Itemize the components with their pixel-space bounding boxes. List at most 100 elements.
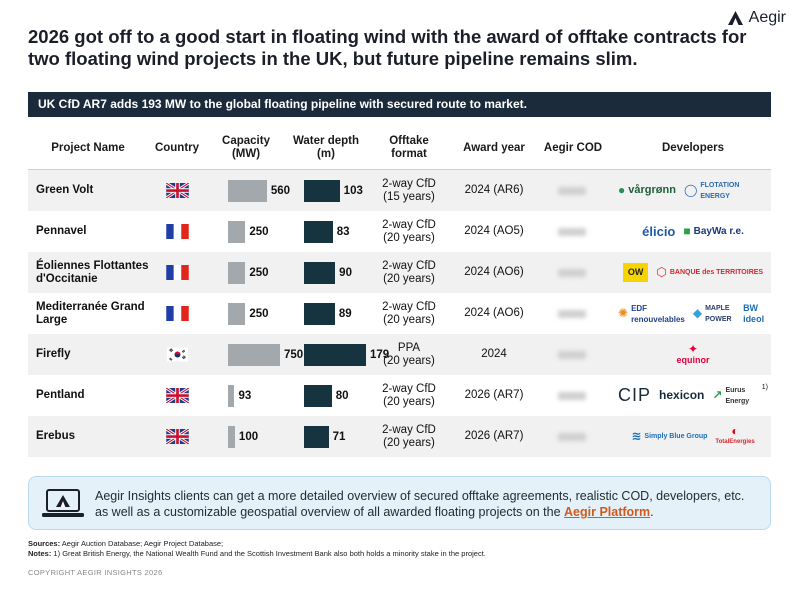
table-row: Firefly 750 179 PPA (20 years) 2024 ✦ equinor	[28, 334, 771, 375]
developer-name: BW ideol	[743, 302, 765, 324]
totalenergies-logo: ◐ TotalEnergies	[715, 425, 754, 448]
award-year: 2026 (AR7)	[464, 389, 524, 401]
offtake-format: 2-way CfD (20 years)	[382, 218, 436, 244]
project-name: Green Volt	[36, 184, 94, 196]
developer-name: élicio	[642, 224, 676, 239]
notes-marker: 1)	[51, 549, 61, 558]
depth-bar	[304, 303, 335, 325]
capacity-bar	[228, 180, 267, 202]
laptop-icon	[42, 489, 84, 517]
table-row: Éoliennes Flottantes d'Occitanie 250 90 2-w…	[28, 252, 771, 293]
project-name: Pentland	[36, 389, 85, 401]
project-name: Éoliennes Flottantes d'Occitanie	[36, 259, 149, 285]
banque-des-territoires-logo: ⬡ BANQUE des TERRITOIRES	[656, 265, 764, 279]
table-row: Mediterranée Grand Large 250 89 2-way CfD (…	[28, 293, 771, 334]
header-project: Project Name	[51, 141, 125, 154]
aegir-cod-redacted	[546, 375, 598, 416]
developer-name: MAPLE POWER	[705, 304, 732, 323]
maple-power-logo: ◆ MAPLE POWER	[693, 303, 735, 325]
france-flag-icon	[166, 265, 189, 280]
table-row: Pennavel 250 83 2-way CfD (20 years) 2024 (A…	[28, 211, 771, 252]
uk-flag-icon	[166, 183, 189, 198]
simply-blue-group-logo: ≋ Simply Blue Group	[631, 429, 708, 443]
uk-flag-icon	[166, 388, 189, 403]
ow-logo: OW	[622, 263, 649, 282]
aegir-cod-redacted	[546, 416, 598, 457]
developer-name: BANQUE des TERRITOIRES	[669, 269, 764, 276]
depth-bar	[304, 344, 366, 366]
capacity-value: 100	[238, 430, 259, 443]
capacity-bar	[228, 303, 246, 325]
uk-flag-icon	[166, 429, 189, 444]
depth-bar	[304, 221, 333, 243]
depth-value: 89	[338, 307, 352, 320]
table-banner: UK CfD AR7 adds 193 MW to the global flo…	[28, 92, 771, 117]
header-cod: Aegir COD	[543, 141, 603, 154]
equinor-logo: ✦ equinor	[676, 341, 710, 365]
offtake-format: 2-way CfD (20 years)	[382, 300, 436, 326]
baywa-re-logo: ■ BayWa r.e.	[683, 224, 744, 238]
edf-renouvelables-logo: ✺ EDF renouvelables	[618, 303, 685, 324]
header-developers: Developers	[661, 141, 724, 154]
developer-name: EDF renouvelables	[631, 303, 685, 324]
capacity-bar	[228, 221, 246, 243]
callout-text: Aegir Insights clients can get a more de…	[95, 488, 755, 520]
bw-ideol-logo: BW ideol	[743, 303, 768, 325]
capacity-bar	[228, 262, 246, 284]
notes-label: Notes:	[28, 549, 52, 558]
depth-bar	[304, 262, 336, 284]
depth-value: 83	[336, 225, 350, 238]
header-award: Award year	[463, 141, 525, 154]
developer-name: CIP	[618, 385, 652, 405]
project-name: Pennavel	[36, 225, 87, 237]
capacity-value: 750	[284, 348, 304, 361]
footnote-marker: 1)	[761, 384, 768, 391]
capacity-value: 250	[249, 307, 269, 320]
developers-cell: élicio ■ BayWa r.e.	[618, 211, 768, 252]
capacity-value: 250	[249, 266, 269, 279]
header-country: Country	[154, 141, 200, 154]
capacity-value: 250	[249, 225, 269, 238]
depth-value: 80	[335, 389, 349, 402]
eurus-energy-logo: ↗ Eurus Energy	[712, 385, 753, 407]
capacity-value: 93	[238, 389, 252, 402]
award-year: 2024 (AO6)	[464, 307, 524, 319]
developer-name: vårgrønn	[628, 184, 676, 196]
offtake-format: PPA (20 years)	[383, 341, 435, 367]
award-year: 2026 (AR7)	[464, 430, 524, 442]
developers-cell: ≋ Simply Blue Group ◐ TotalEnergies	[618, 416, 768, 457]
sources-label: Sources:	[28, 539, 61, 548]
table-header: Project Name Country Capacity (MW) Water…	[28, 126, 771, 170]
aegir-cod-redacted	[546, 252, 598, 293]
south-korea-flag-icon	[166, 347, 189, 362]
project-name: Firefly	[36, 348, 71, 360]
offtake-format: 2-way CfD (20 years)	[382, 259, 436, 285]
award-year: 2024 (AO6)	[464, 266, 524, 278]
aegir-cod-redacted	[546, 293, 598, 334]
depth-value: 103	[343, 184, 363, 197]
table-row: Green Volt 560 103 2-way CfD (15 years) 2024…	[28, 170, 771, 211]
project-name: Erebus	[36, 430, 75, 442]
developer-name: BayWa r.e.	[693, 226, 744, 237]
notes-block: Sources: Aegir Auction Database; Aegir P…	[28, 539, 486, 559]
aegir-platform-link[interactable]: Aegir Platform	[564, 505, 651, 519]
hexicon-logo: hexicon	[659, 389, 704, 401]
france-flag-icon	[166, 306, 189, 321]
copyright: COPYRIGHT AEGIR INSIGHTS 2026	[28, 568, 163, 577]
notes-text: Great British Energy, the National Wealt…	[60, 549, 486, 558]
callout-body: Aegir Insights clients can get a more de…	[95, 489, 745, 519]
developer-name: equinor	[676, 354, 710, 365]
header-capacity: Capacity (MW)	[222, 135, 270, 160]
depth-value: 179	[370, 348, 390, 361]
developers-cell: ● vårgrønn ◯ FLOTATION ENERGY	[618, 170, 768, 211]
project-name: Mediterranée Grand Large	[36, 300, 145, 326]
header-offtake: Offtake format	[389, 135, 429, 160]
header-depth: Water depth (m)	[292, 135, 360, 160]
elicio-logo: élicio	[642, 224, 676, 239]
capacity-bar	[228, 344, 280, 366]
aegir-triangle-icon	[727, 11, 743, 25]
depth-bar	[304, 385, 332, 407]
capacity-bar	[228, 385, 235, 407]
award-year: 2024	[481, 348, 507, 360]
developer-name: Eurus Energy	[725, 386, 750, 405]
